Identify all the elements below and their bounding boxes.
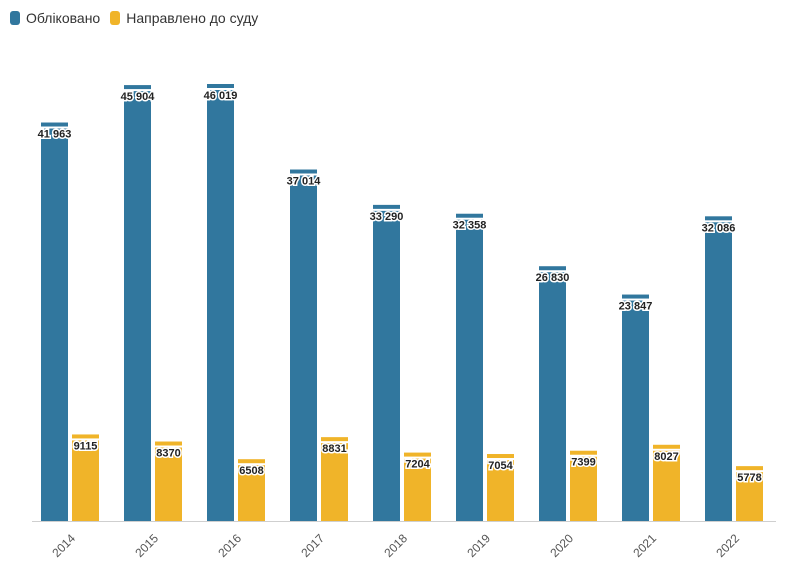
data-label-registered-2020: 26 830 bbox=[536, 272, 570, 284]
legend-swatch-registered bbox=[10, 11, 20, 25]
bar-court-2019[interactable] bbox=[487, 454, 514, 521]
bar-court-2015[interactable] bbox=[155, 441, 182, 521]
data-label-court-2016: 6508 bbox=[239, 465, 263, 477]
bar-cap-registered-2016 bbox=[207, 88, 234, 90]
bar-registered-2020[interactable] bbox=[539, 266, 566, 521]
bar-court-2020[interactable] bbox=[570, 450, 597, 521]
bar-cap-court-2015 bbox=[155, 445, 182, 448]
x-tick-label-2014: 2014 bbox=[49, 531, 78, 560]
legend-item-court[interactable]: Направлено до суду bbox=[110, 10, 258, 26]
bar-registered-2015[interactable] bbox=[124, 85, 151, 522]
data-label-registered-2018: 33 290 bbox=[370, 211, 404, 223]
bar-cap-court-2014 bbox=[72, 438, 99, 441]
x-tick-label-2018: 2018 bbox=[381, 531, 410, 560]
data-label-court-2021: 8027 bbox=[654, 451, 678, 463]
data-label-court-2015: 8370 bbox=[156, 448, 180, 460]
bar-court-2022[interactable] bbox=[736, 466, 763, 521]
bar-cap-court-2019 bbox=[487, 458, 514, 461]
data-label-court-2017: 8831 bbox=[322, 443, 346, 455]
bar-registered-2022[interactable] bbox=[705, 216, 732, 522]
data-label-registered-2017: 37 014 bbox=[287, 176, 322, 188]
data-label-court-2020: 7399 bbox=[571, 457, 595, 469]
legend-swatch-court bbox=[110, 11, 121, 25]
bar-cap-court-2016 bbox=[238, 463, 265, 466]
bar-registered-2018[interactable] bbox=[373, 204, 400, 521]
x-tick-label-2017: 2017 bbox=[298, 531, 327, 560]
bar-registered-2019[interactable] bbox=[456, 213, 483, 521]
bar-court-2017[interactable] bbox=[321, 437, 348, 521]
legend-label-registered: Обліковано bbox=[26, 10, 101, 26]
bar-court-2021[interactable] bbox=[653, 444, 680, 521]
legend: Обліковано Направлено до суду bbox=[10, 10, 258, 26]
bar-cap-registered-2020 bbox=[539, 270, 566, 273]
x-tick-label-2021: 2021 bbox=[630, 531, 659, 560]
bar-cap-registered-2015 bbox=[124, 89, 151, 92]
data-label-registered-2015: 45 904 bbox=[121, 91, 156, 103]
bar-cap-court-2021 bbox=[653, 448, 680, 451]
bar-court-2014[interactable] bbox=[72, 434, 99, 521]
data-label-registered-2022: 32 086 bbox=[702, 222, 736, 234]
x-tick-label-2019: 2019 bbox=[464, 531, 493, 560]
bar-court-2018[interactable] bbox=[404, 452, 431, 521]
data-label-registered-2019: 32 358 bbox=[453, 220, 487, 232]
bar-cap-court-2017 bbox=[321, 441, 348, 444]
bar-cap-registered-2018 bbox=[373, 208, 400, 211]
data-label-registered-2014: 41 963 bbox=[38, 129, 72, 141]
bar-cap-court-2020 bbox=[570, 454, 597, 457]
bar-registered-2016[interactable] bbox=[207, 84, 234, 521]
legend-label-court: Направлено до суду bbox=[126, 10, 259, 26]
bar-registered-2014[interactable] bbox=[41, 122, 68, 522]
bar-cap-registered-2014 bbox=[41, 126, 68, 129]
data-label-registered-2021: 23 847 bbox=[619, 301, 653, 313]
data-label-court-2018: 7204 bbox=[405, 459, 430, 471]
x-tick-label-2016: 2016 bbox=[215, 531, 244, 560]
bar-cap-court-2018 bbox=[404, 456, 431, 459]
data-label-court-2019: 7054 bbox=[488, 460, 513, 472]
bar-registered-2021[interactable] bbox=[622, 294, 649, 521]
bar-cap-court-2022 bbox=[736, 470, 763, 473]
data-label-court-2022: 5778 bbox=[737, 472, 761, 484]
bar-cap-registered-2019 bbox=[456, 217, 483, 220]
bar-cap-registered-2021 bbox=[622, 298, 649, 301]
bar-cap-registered-2022 bbox=[705, 220, 732, 223]
x-tick-label-2015: 2015 bbox=[132, 531, 161, 560]
legend-item-registered[interactable]: Обліковано bbox=[10, 10, 100, 26]
bar-registered-2017[interactable] bbox=[290, 169, 317, 521]
bar-court-2016[interactable] bbox=[238, 459, 265, 521]
bar-cap-registered-2017 bbox=[290, 173, 317, 176]
x-tick-label-2022: 2022 bbox=[713, 531, 742, 560]
x-tick-label-2020: 2020 bbox=[547, 531, 576, 560]
data-label-registered-2016: 46 019 bbox=[204, 90, 238, 102]
data-label-court-2014: 9115 bbox=[74, 440, 98, 452]
